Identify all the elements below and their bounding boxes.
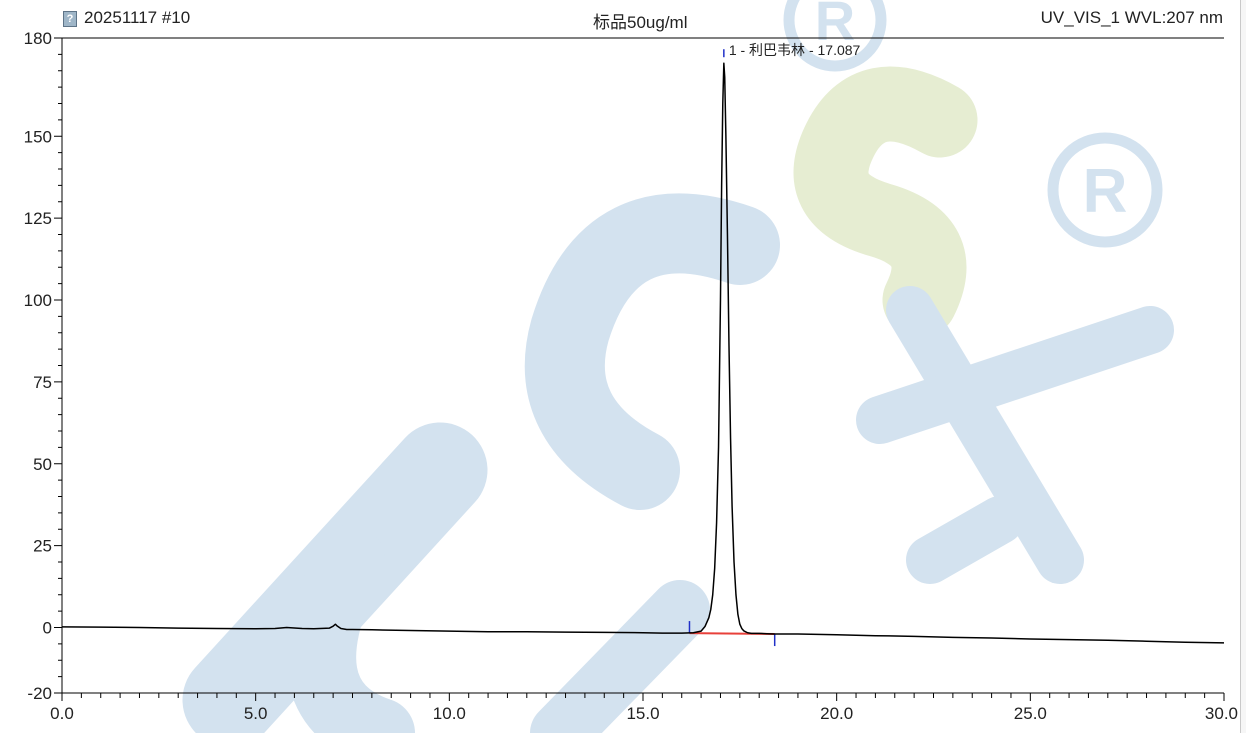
y-tick-label: -20 bbox=[27, 684, 52, 703]
plot-area: -20 0 25 50 75 100 125 150 180 0.0 5.0 10.0 15.0 20.… bbox=[24, 29, 1238, 723]
watermark-logo: R R bbox=[182, 0, 1174, 733]
svg-text:R: R bbox=[815, 0, 855, 52]
x-axis-tick-labels: 0.0 5.0 10.0 15.0 20.0 25.0 30.0 bbox=[50, 704, 1238, 723]
y-axis-tick-labels: -20 0 25 50 75 100 125 150 180 bbox=[24, 29, 52, 703]
x-tick-label: 30.0 bbox=[1205, 704, 1238, 723]
watermark-sheng-3 bbox=[906, 496, 1024, 584]
y-tick-label: 180 bbox=[24, 29, 52, 48]
watermark-sheng-1 bbox=[886, 286, 1084, 584]
y-tick-label: 100 bbox=[24, 291, 52, 310]
watermark-stroke-2 bbox=[286, 525, 415, 733]
x-axis-ticks bbox=[61, 693, 1225, 701]
peak-label: 1 - 利巴韦林 - 17.087 bbox=[729, 42, 861, 58]
x-tick-label: 15.0 bbox=[626, 704, 659, 723]
y-tick-label: 125 bbox=[24, 209, 52, 228]
x-tick-label: 25.0 bbox=[1014, 704, 1047, 723]
watermark-c bbox=[524, 193, 780, 510]
registered-mark-icon: R bbox=[783, 0, 887, 72]
y-axis-ticks bbox=[54, 37, 62, 694]
x-tick-label: 20.0 bbox=[820, 704, 853, 723]
y-tick-label: 150 bbox=[24, 127, 52, 146]
channel-label: UV_VIS_1 WVL:207 nm bbox=[1040, 8, 1223, 27]
y-tick-label: 50 bbox=[33, 455, 52, 474]
y-tick-label: 75 bbox=[33, 373, 52, 392]
vertical-scrollbar[interactable] bbox=[1240, 0, 1246, 733]
watermark-bottom bbox=[530, 580, 710, 733]
x-tick-label: 10.0 bbox=[433, 704, 466, 723]
chromatogram-trace bbox=[61, 62, 1225, 644]
y-tick-label: 25 bbox=[33, 537, 52, 556]
svg-text:R: R bbox=[1083, 157, 1128, 226]
watermark-s bbox=[793, 66, 978, 338]
watermark-sheng-2 bbox=[856, 306, 1174, 444]
injection-label: 20251117 #10 bbox=[84, 8, 191, 27]
registered-mark-icon: R bbox=[1047, 132, 1163, 248]
x-tick-label: 5.0 bbox=[244, 704, 268, 723]
document-icon[interactable]: ? bbox=[63, 11, 77, 27]
x-tick-label: 0.0 bbox=[50, 704, 74, 723]
sample-name: 标品50ug/ml bbox=[593, 13, 688, 32]
y-tick-label: 0 bbox=[43, 619, 52, 638]
